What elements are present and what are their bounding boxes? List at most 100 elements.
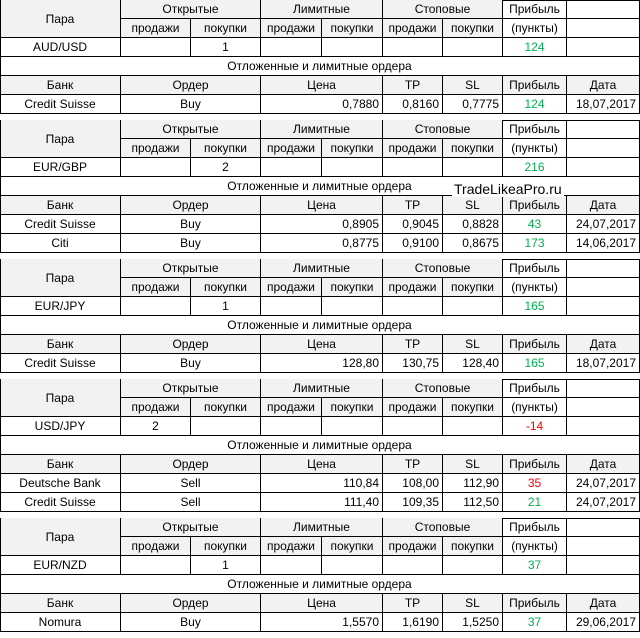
open-buy-header[interactable]: покупки	[191, 19, 261, 38]
order-profit[interactable]: 37	[503, 613, 567, 632]
price-header[interactable]: Цена	[261, 335, 383, 354]
stop-sell-count[interactable]	[383, 158, 443, 177]
order-date[interactable]: 18,07,2017	[567, 354, 640, 373]
limit-buy-count[interactable]	[322, 158, 383, 177]
order-date[interactable]: 14,06,2017	[567, 234, 640, 253]
pair-empty-cell[interactable]	[567, 38, 640, 57]
tp-header[interactable]: TP	[383, 335, 443, 354]
tp-header[interactable]: TP	[383, 196, 443, 215]
order-bank[interactable]: Citi	[0, 234, 121, 253]
limit-sell-count[interactable]	[261, 158, 322, 177]
pair-name[interactable]: EUR/GBP	[0, 158, 121, 177]
order-header[interactable]: Ордер	[121, 196, 261, 215]
stop-sell-header[interactable]: продажи	[383, 278, 443, 297]
open-header[interactable]: Открытые	[121, 518, 261, 537]
limit-header[interactable]: Лимитные	[261, 379, 383, 398]
order-profit-header[interactable]: Прибыль	[503, 594, 567, 613]
open-header[interactable]: Открытые	[121, 120, 261, 139]
open-sell-header[interactable]: продажи	[121, 19, 191, 38]
points-header[interactable]: (пункты)	[503, 19, 567, 38]
pair-name[interactable]: EUR/JPY	[0, 297, 121, 316]
pair-header[interactable]: Пара	[0, 518, 121, 556]
order-price[interactable]: 128,80	[261, 354, 383, 373]
pair-name[interactable]: EUR/NZD	[0, 556, 121, 575]
order-side[interactable]: Buy	[121, 234, 261, 253]
order-sl[interactable]: 0,8675	[443, 234, 503, 253]
limit-buy-count[interactable]	[322, 38, 383, 57]
order-sl[interactable]: 0,7775	[443, 95, 503, 114]
limit-header[interactable]: Лимитные	[261, 0, 383, 19]
order-date[interactable]: 18,07,2017	[567, 95, 640, 114]
open-sell-count[interactable]: 2	[121, 417, 191, 436]
points-header[interactable]: (пункты)	[503, 278, 567, 297]
limit-sell-header[interactable]: продажи	[261, 19, 322, 38]
order-profit-header[interactable]: Прибыль	[503, 196, 567, 215]
date-header[interactable]: Дата	[567, 196, 640, 215]
order-date[interactable]: 24,07,2017	[567, 215, 640, 234]
stop-sell-count[interactable]	[383, 297, 443, 316]
stop-header[interactable]: Стоповые	[383, 0, 503, 19]
stop-sell-count[interactable]	[383, 556, 443, 575]
pair-name[interactable]: AUD/USD	[0, 38, 121, 57]
profit-header[interactable]: Прибыль	[503, 0, 567, 19]
order-side[interactable]: Sell	[121, 474, 261, 493]
date-header[interactable]: Дата	[567, 335, 640, 354]
open-buy-count[interactable]: 1	[191, 556, 261, 575]
order-price[interactable]: 0,8905	[261, 215, 383, 234]
order-price[interactable]: 0,7880	[261, 95, 383, 114]
price-header[interactable]: Цена	[261, 76, 383, 95]
open-buy-count[interactable]: 2	[191, 158, 261, 177]
order-tp[interactable]: 108,00	[383, 474, 443, 493]
limit-buy-header[interactable]: покупки	[322, 19, 383, 38]
limit-sell-count[interactable]	[261, 556, 322, 575]
order-profit[interactable]: 165	[503, 354, 567, 373]
order-date[interactable]: 29,06,2017	[567, 613, 640, 632]
bank-header[interactable]: Банк	[0, 594, 121, 613]
order-header[interactable]: Ордер	[121, 76, 261, 95]
open-header[interactable]: Открытые	[121, 0, 261, 19]
stop-buy-header[interactable]: покупки	[443, 19, 503, 38]
open-sell-count[interactable]	[121, 556, 191, 575]
stop-buy-count[interactable]	[443, 556, 503, 575]
sl-header[interactable]: SL	[443, 594, 503, 613]
stop-buy-count[interactable]	[443, 38, 503, 57]
date-header[interactable]: Дата	[567, 76, 640, 95]
order-side[interactable]: Buy	[121, 215, 261, 234]
stop-header[interactable]: Стоповые	[383, 120, 503, 139]
price-header[interactable]: Цена	[261, 455, 383, 474]
empty-subheader-cell[interactable]	[567, 537, 640, 556]
open-header[interactable]: Открытые	[121, 259, 261, 278]
pair-empty-cell[interactable]	[567, 417, 640, 436]
date-header[interactable]: Дата	[567, 455, 640, 474]
order-profit-header[interactable]: Прибыль	[503, 76, 567, 95]
order-tp[interactable]: 0,9045	[383, 215, 443, 234]
open-sell-count[interactable]	[121, 297, 191, 316]
pair-profit[interactable]: 165	[503, 297, 567, 316]
order-tp[interactable]: 130,75	[383, 354, 443, 373]
order-side[interactable]: Buy	[121, 354, 261, 373]
pair-profit[interactable]: 37	[503, 556, 567, 575]
stop-header[interactable]: Стоповые	[383, 259, 503, 278]
profit-header[interactable]: Прибыль	[503, 120, 567, 139]
open-buy-header[interactable]: покупки	[191, 398, 261, 417]
pair-empty-cell[interactable]	[567, 556, 640, 575]
limit-buy-header[interactable]: покупки	[322, 139, 383, 158]
order-bank[interactable]: Credit Suisse	[0, 215, 121, 234]
open-sell-header[interactable]: продажи	[121, 278, 191, 297]
order-date[interactable]: 24,07,2017	[567, 474, 640, 493]
pair-profit[interactable]: 216	[503, 158, 567, 177]
tp-header[interactable]: TP	[383, 76, 443, 95]
profit-header[interactable]: Прибыль	[503, 518, 567, 537]
stop-sell-count[interactable]	[383, 38, 443, 57]
pair-header[interactable]: Пара	[0, 0, 121, 38]
open-buy-count[interactable]	[191, 417, 261, 436]
limit-buy-count[interactable]	[322, 297, 383, 316]
open-sell-header[interactable]: продажи	[121, 398, 191, 417]
sl-header[interactable]: SL	[443, 335, 503, 354]
open-sell-header[interactable]: продажи	[121, 537, 191, 556]
order-sl[interactable]: 1,5250	[443, 613, 503, 632]
stop-sell-header[interactable]: продажи	[383, 537, 443, 556]
order-header[interactable]: Ордер	[121, 594, 261, 613]
bank-header[interactable]: Банк	[0, 196, 121, 215]
limit-buy-count[interactable]	[322, 556, 383, 575]
